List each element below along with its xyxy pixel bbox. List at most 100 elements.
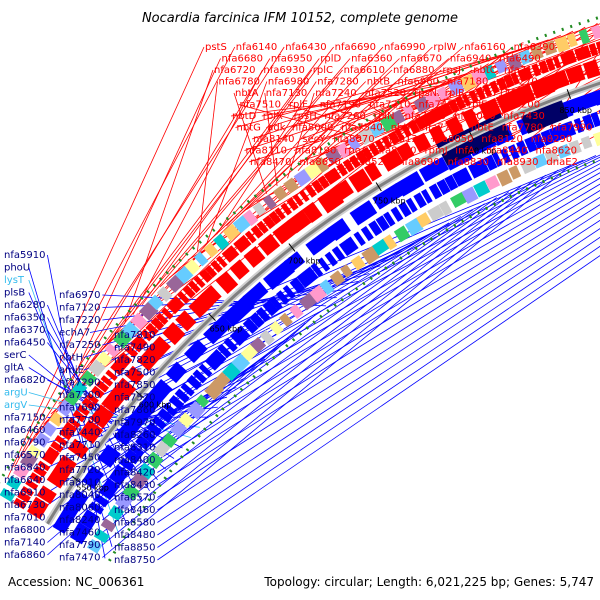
gene-label-reverse[interactable]: nfa6800 [4, 525, 45, 536]
gene-label-forward[interactable]: nfa8110 [246, 146, 287, 157]
gene-label-forward[interactable]: nbtB [367, 77, 391, 88]
gene-label-forward[interactable]: nfa7480 [419, 100, 460, 111]
gene-label-reverse[interactable]: argV [4, 400, 27, 411]
gene-label-reverse[interactable]: nfa7570 [114, 393, 155, 404]
gene-label-forward[interactable]: rplF [289, 100, 308, 111]
gene-label-reverse[interactable]: plsB [4, 288, 25, 299]
gene-label-forward[interactable]: nfa6430 [285, 42, 326, 53]
gene-label-reverse[interactable]: nfa6640 [4, 475, 45, 486]
gene-label-forward[interactable]: nfa6930 [263, 65, 304, 76]
gene-label-forward[interactable]: secY [302, 134, 326, 145]
gene-label-forward[interactable]: nfa7540 [341, 123, 382, 134]
gene-label-forward[interactable]: nfa6390 [514, 42, 555, 53]
gene-label-forward[interactable]: nfa8440 [486, 146, 527, 157]
gene-label-forward[interactable]: rpoA [344, 146, 368, 157]
gene-label-forward[interactable]: nfa6940 [450, 54, 491, 65]
gene-label-reverse[interactable]: nfa6910 [4, 488, 45, 499]
gene-label-reverse[interactable]: nfa8400 [114, 455, 155, 466]
gene-label-forward[interactable]: rplC [313, 65, 333, 76]
gene-label-reverse[interactable]: nfa7250 [59, 340, 100, 351]
gene-label-forward[interactable]: nfa7240 [315, 88, 356, 99]
gene-label-forward[interactable]: nfa8190 [295, 146, 336, 157]
gene-label-reverse[interactable]: nfa8010 [59, 478, 100, 489]
gene-label-forward[interactable]: pstS [205, 42, 227, 53]
gene-label-reverse[interactable]: nfa5910 [4, 250, 45, 261]
gene-label-forward[interactable]: nfa7870 [405, 111, 446, 122]
gene-label-forward[interactable]: nfa6160 [464, 42, 505, 53]
gene-label-forward[interactable]: rpsJ [442, 65, 461, 76]
gene-label-reverse[interactable]: nfa6820 [4, 375, 45, 386]
gene-label-reverse[interactable]: nfa8850 [114, 543, 155, 554]
gene-label-reverse[interactable]: nfa8060 [59, 503, 100, 514]
gene-label-reverse[interactable]: nfa7440 [59, 428, 100, 439]
gene-label-reverse[interactable]: nfa6460 [4, 425, 45, 436]
gene-label-reverse[interactable]: nfa7850 [114, 380, 155, 391]
gene-label-reverse[interactable]: nfa7490 [114, 343, 155, 354]
gene-label-reverse[interactable]: nfa7120 [59, 303, 100, 314]
gene-label-forward[interactable]: nfa8250 [375, 146, 416, 157]
gene-label-forward[interactable]: nfa8070 [333, 134, 374, 145]
gene-label-reverse[interactable]: phoU [4, 263, 30, 274]
gene-label-forward[interactable]: nfa7990 [551, 123, 592, 134]
gene-label-reverse[interactable]: nfa6570 [4, 450, 45, 461]
gene-label-forward[interactable]: nbtC [473, 65, 497, 76]
gene-label-reverse[interactable]: nfa7300 [59, 390, 100, 401]
gene-label-reverse[interactable]: nfa7150 [4, 413, 45, 424]
gene-label-forward[interactable]: nfa6360 [351, 54, 392, 65]
gene-label-reverse[interactable]: nfa7690 [59, 403, 100, 414]
gene-label-forward[interactable]: nfa8650 [299, 157, 340, 168]
gene-label-reverse[interactable]: serC [4, 350, 26, 361]
gene-label-reverse[interactable]: nbtH [59, 353, 83, 364]
gene-label-forward[interactable]: nfa8470 [250, 157, 291, 168]
gene-label-forward[interactable]: nfa6490 [499, 54, 540, 65]
gene-label-forward[interactable]: nfa7260 [324, 111, 365, 122]
gene-label-reverse[interactable]: amiE [59, 365, 84, 376]
gene-label-reverse[interactable]: nfa6790 [4, 438, 45, 449]
gene-label-forward[interactable]: nfa7270 [496, 77, 537, 88]
gene-label-forward[interactable]: rpmJ [425, 146, 448, 157]
gene-label-reverse[interactable]: nfa8460 [114, 505, 155, 516]
gene-label-forward[interactable]: nfa7780 [502, 123, 543, 134]
gene-label-reverse[interactable]: nfa7710 [59, 440, 100, 451]
gene-label-forward[interactable]: nfa7170 [476, 88, 517, 99]
gene-label-reverse[interactable]: nfa8430 [114, 480, 155, 491]
gene-label-reverse[interactable]: nfa7790 [59, 540, 100, 551]
gene-label-forward[interactable]: nfa7160 [504, 65, 545, 76]
gene-label-reverse[interactable]: nfa8260 [114, 430, 155, 441]
gene-label-reverse[interactable]: nfa6370 [4, 325, 45, 336]
gene-label-reverse[interactable]: nfa6970 [59, 290, 100, 301]
gene-label-reverse[interactable]: nfa6730 [4, 500, 45, 511]
gene-label-reverse[interactable]: argU [4, 388, 28, 399]
gene-label-forward[interactable]: nfa8520 [349, 157, 390, 168]
gene-label-forward[interactable]: nbtE [471, 123, 494, 134]
gene-label-forward[interactable]: rplD [320, 54, 341, 65]
gene-label-forward[interactable]: nfa6720 [214, 65, 255, 76]
gene-label-forward[interactable]: nfa8620 [536, 146, 577, 157]
gene-label-reverse[interactable]: nfa7450 [59, 453, 100, 464]
gene-label-forward[interactable]: nfa6690 [335, 42, 376, 53]
gene-label-forward[interactable]: nfa7730 [422, 123, 463, 134]
gene-label-forward[interactable]: nfa8830 [448, 157, 489, 168]
gene-label-forward[interactable]: nfa6670 [401, 54, 442, 65]
gene-label-reverse[interactable]: nfa6840 [4, 463, 45, 474]
gene-label-reverse[interactable]: nfa7460 [59, 528, 100, 539]
gene-label-reverse[interactable]: nfa7010 [4, 513, 45, 524]
gene-label-forward[interactable]: nfa6140 [236, 42, 277, 53]
gene-label-reverse[interactable]: nfa7470 [59, 553, 100, 564]
gene-label-forward[interactable]: nfa7130 [266, 88, 307, 99]
gene-label-reverse[interactable]: nfa7970 [114, 418, 155, 429]
gene-label-forward[interactable]: nfa8050 [432, 134, 473, 145]
gene-label-reverse[interactable]: nfa8480 [114, 530, 155, 541]
gene-label-forward[interactable]: nbtF [391, 123, 414, 134]
gene-label-forward[interactable]: nbtD [232, 111, 257, 122]
gene-label-reverse[interactable]: nfa7720 [59, 465, 100, 476]
gene-label-forward[interactable]: rplW [433, 42, 456, 53]
gene-label-reverse[interactable]: nfa6280 [4, 300, 45, 311]
gene-label-reverse[interactable]: nfa8580 [114, 518, 155, 529]
gene-label-reverse[interactable]: nfa7220 [59, 315, 100, 326]
gene-label-reverse[interactable]: lysT [4, 275, 25, 286]
gene-label-reverse[interactable]: nfa7500 [114, 368, 155, 379]
gene-label-forward[interactable]: nfa8690 [398, 157, 439, 168]
gene-label-forward[interactable]: nfa6980 [268, 77, 309, 88]
gene-label-forward[interactable]: nfa7190 [320, 100, 361, 111]
